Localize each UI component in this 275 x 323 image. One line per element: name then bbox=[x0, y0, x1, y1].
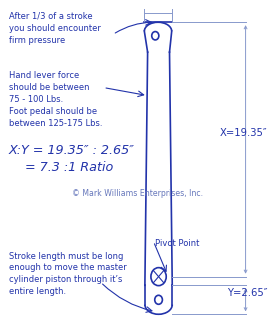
Text: Stroke length must be long
enough to move the master
cylinder piston through it’: Stroke length must be long enough to mov… bbox=[9, 252, 127, 296]
Text: X:Y = 19.35″ : 2.65″
    = 7.3 :1 Ratio: X:Y = 19.35″ : 2.65″ = 7.3 :1 Ratio bbox=[9, 144, 135, 174]
Text: X=19.35″: X=19.35″ bbox=[220, 128, 268, 138]
Text: © Mark Williams Enterprises, Inc.: © Mark Williams Enterprises, Inc. bbox=[72, 189, 203, 198]
Text: Hand lever force
should be between
75 - 100 Lbs.
Foot pedal should be
between 12: Hand lever force should be between 75 - … bbox=[9, 71, 102, 128]
Text: Y=2.65″: Y=2.65″ bbox=[227, 288, 268, 298]
Text: Pivot Point: Pivot Point bbox=[155, 239, 200, 248]
Text: After 1/3 of a stroke
you should encounter
firm pressure: After 1/3 of a stroke you should encount… bbox=[9, 12, 101, 45]
